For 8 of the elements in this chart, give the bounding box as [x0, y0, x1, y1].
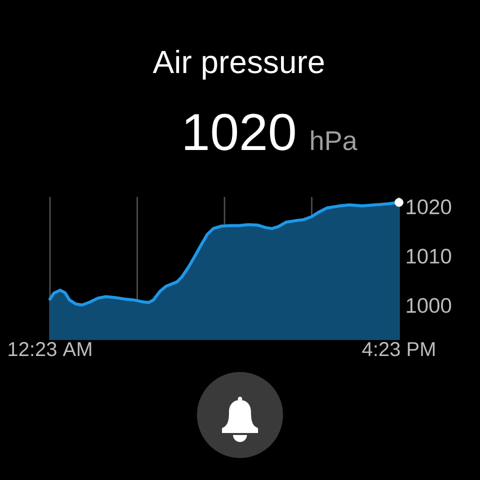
chart-subtitle: 1020 — [185, 114, 295, 150]
x-tick-label: 12:23 AM — [8, 342, 92, 356]
text: hPa — [311, 130, 358, 150]
y-tick-label: 1020 — [406, 199, 452, 214]
y-tick-label: 1000 — [406, 298, 452, 313]
chart-title: Air pressure — [152, 50, 324, 80]
y-tick-label: 1010 — [406, 248, 452, 264]
x-tick-label: 4:23 PM — [362, 342, 435, 356]
